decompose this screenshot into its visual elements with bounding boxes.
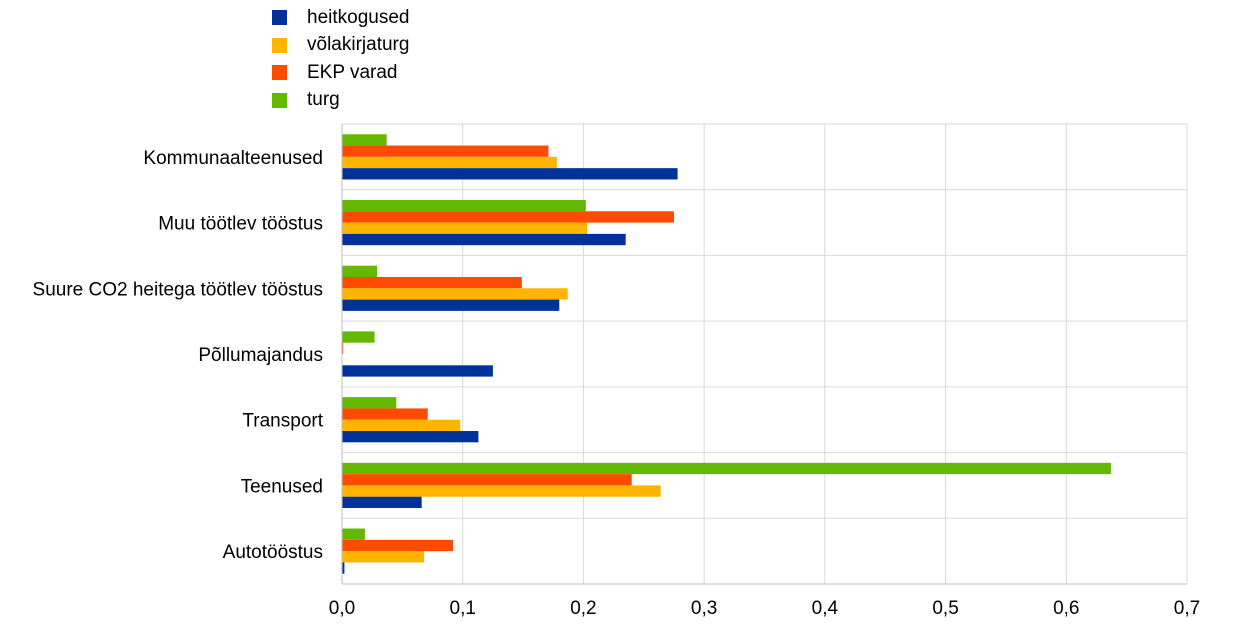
- bar: [342, 276, 522, 289]
- legend-item-turg: turg: [272, 87, 409, 115]
- legend-label-heitkogused: heitkogused: [307, 6, 410, 28]
- bar: [342, 474, 632, 486]
- legend: heitkogused võlakirjaturg EKP varad turg: [272, 4, 409, 114]
- legend-item-ekp-varad: EKP varad: [272, 59, 409, 87]
- category-label: Suure CO2 heitega töötlev tööstus: [33, 279, 323, 300]
- bar: [342, 156, 557, 169]
- legend-swatch-heitkogused: [272, 10, 287, 26]
- category-label: Kommunaalteenused: [143, 148, 323, 169]
- legend-item-volakirjaturg: võlakirjaturg: [272, 32, 409, 60]
- x-tick-label: 0,6: [1053, 598, 1079, 619]
- bar: [342, 342, 344, 354]
- legend-label-volakirjaturg: võlakirjaturg: [307, 34, 410, 56]
- bar: [342, 462, 1111, 475]
- bar: [342, 288, 568, 300]
- category-label: Muu töötlev tööstus: [158, 214, 323, 235]
- category-label: Põllumajandus: [198, 345, 323, 366]
- category-label: Transport: [242, 411, 323, 432]
- legend-swatch-turg: [272, 92, 287, 108]
- legend-label-ekp-varad: EKP varad: [307, 61, 398, 83]
- bar: [342, 299, 560, 311]
- bar: [342, 265, 378, 277]
- category-label: Autotööstus: [223, 542, 323, 563]
- x-tick-label: 0,1: [450, 598, 476, 619]
- x-tick-label: 0,7: [1174, 598, 1200, 619]
- bar: [342, 551, 425, 563]
- x-tick-label: 0,0: [329, 598, 355, 619]
- bar: [342, 145, 549, 157]
- bar: [342, 496, 422, 509]
- legend-swatch-volakirjaturg: [272, 37, 287, 53]
- x-tick-label: 0,2: [570, 598, 596, 619]
- x-tick-label: 0,3: [691, 598, 717, 619]
- legend-swatch-ekp-varad: [272, 65, 287, 81]
- bar: [342, 431, 479, 443]
- bar: [342, 222, 588, 234]
- x-tick-label: 0,4: [812, 598, 839, 619]
- bar: [342, 485, 661, 497]
- bar: [342, 199, 586, 212]
- bar: [342, 331, 375, 343]
- bar: [342, 211, 674, 223]
- category-label: Teenused: [241, 476, 323, 497]
- bar: [342, 365, 493, 377]
- bar: [342, 419, 461, 432]
- bar: [342, 562, 345, 574]
- bar: [342, 528, 365, 540]
- bar: [342, 134, 387, 146]
- legend-label-turg: turg: [307, 89, 340, 111]
- bar: [342, 168, 678, 180]
- bar: [342, 539, 454, 552]
- bar: [342, 397, 397, 409]
- bar: [342, 233, 626, 246]
- legend-item-heitkogused: heitkogused: [272, 4, 409, 32]
- bar: [342, 408, 428, 420]
- x-tick-label: 0,5: [932, 598, 958, 619]
